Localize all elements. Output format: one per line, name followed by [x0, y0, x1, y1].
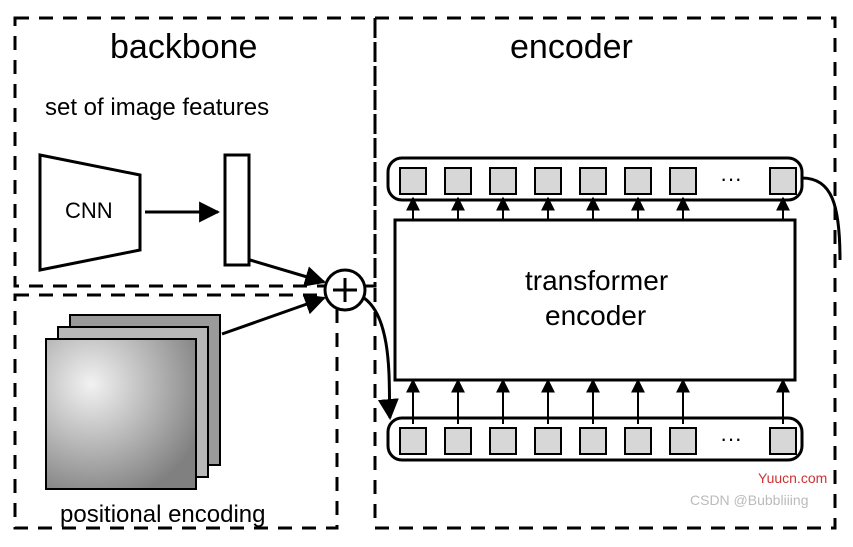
arrow-pe-to-add [222, 298, 324, 334]
token-box [490, 428, 516, 454]
positional-stack [46, 315, 220, 489]
dots-bottom: ··· [720, 426, 742, 451]
add-op [325, 270, 365, 310]
token-box [400, 428, 426, 454]
token-box [400, 168, 426, 194]
watermark-yuucn: Yuucn.com [758, 470, 827, 486]
feature-vector [225, 155, 249, 265]
features-label: set of image features [45, 94, 269, 121]
arrow-features-to-add [250, 260, 324, 282]
token-box [490, 168, 516, 194]
cnn-label: CNN [65, 198, 113, 223]
arrow-add-to-tokens [364, 298, 390, 418]
token-box [535, 428, 561, 454]
token-box [625, 428, 651, 454]
token-box [535, 168, 561, 194]
watermark-csdn: CSDN @Bubbliiing [690, 492, 808, 508]
encoder-title: encoder [510, 28, 633, 66]
token-box [670, 428, 696, 454]
backbone-title: backbone [110, 28, 257, 66]
token-box [445, 168, 471, 194]
transformer-label-1: transformer [525, 265, 668, 296]
token-box [580, 428, 606, 454]
positional-label: positional encoding [60, 501, 266, 528]
token-box [445, 428, 471, 454]
transformer-label-2: encoder [545, 300, 646, 331]
token-box [770, 168, 796, 194]
token-box [770, 428, 796, 454]
token-box [670, 168, 696, 194]
token-box [625, 168, 651, 194]
token-box [580, 168, 606, 194]
dots-top: ··· [720, 166, 742, 191]
